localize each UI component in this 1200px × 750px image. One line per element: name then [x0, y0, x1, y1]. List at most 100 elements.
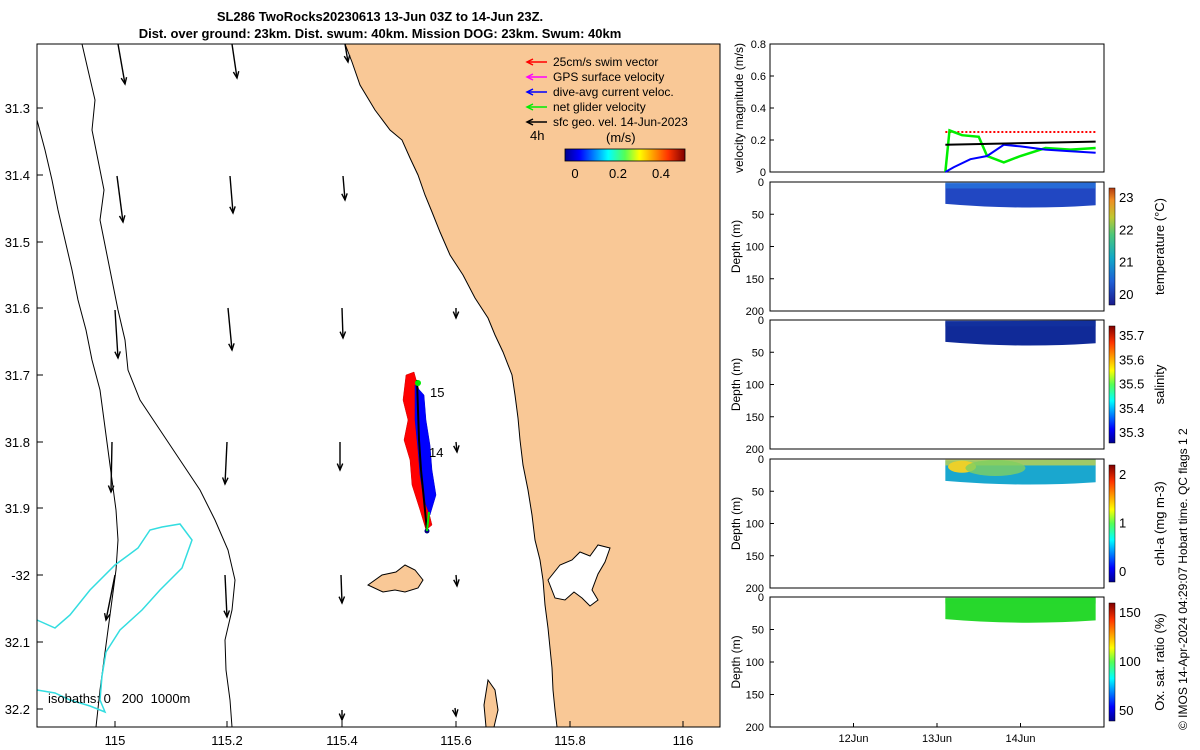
velocity-series-line [944, 128, 1096, 173]
time-step-label: 4h [530, 128, 544, 143]
lon-tick-label: 115.8 [554, 733, 586, 748]
isobaths-label: isobaths: 0 200 1000m [48, 691, 190, 706]
profile-colorbar-tick: 20 [1119, 287, 1133, 302]
velocity-ytick-label: 0 [760, 167, 766, 179]
profile-ytick-label: 50 [752, 209, 764, 221]
legend-swatch-head [525, 73, 534, 81]
current-arrow [341, 307, 344, 339]
colorbar-title: (m/s) [606, 130, 636, 145]
lat-tick-label: 32.2 [5, 702, 30, 717]
current-arrow [224, 574, 228, 618]
profile-ylabel: Depth (m) [729, 358, 743, 411]
profile-data-block [945, 182, 1096, 208]
current-arrow-head [453, 445, 460, 454]
profile-colorbar-tick: 100 [1119, 654, 1141, 669]
legend-swatch-head [525, 103, 534, 111]
profile-ytick-label: 100 [746, 242, 764, 254]
profile-ylabel: Depth (m) [729, 497, 743, 550]
lon-tick-label: 115.6 [440, 733, 472, 748]
current-arrow-head [343, 55, 351, 64]
profile-colorbar [1108, 187, 1116, 306]
profile-colorbar-tick: 35.5 [1119, 377, 1144, 392]
profile-colorbar-tick: 23 [1119, 190, 1133, 205]
profile-surface-layer [945, 597, 1096, 604]
time-tick-label: 14Jun [1006, 733, 1036, 745]
profile-ytick-label: 100 [746, 380, 764, 392]
lat-tick-label: 31.5 [5, 235, 30, 250]
current-arrow [110, 441, 113, 493]
map-frame [36, 43, 721, 728]
legend-label: 25cm/s swim vector [553, 55, 658, 69]
credit-text: © IMOS 14-Apr-2024 04:29:07 Hobart time.… [1176, 428, 1190, 730]
profile-ytick-label: 200 [746, 722, 764, 734]
lat-tick-label: 31.7 [5, 368, 30, 383]
speed-colorbar-tick: 0.4 [652, 166, 670, 181]
current-arrow-head [338, 596, 346, 605]
current-arrow-head [229, 206, 236, 215]
profile-ylabel: Depth (m) [729, 220, 743, 273]
coastline [344, 43, 558, 728]
profile-ytick-label: 150 [746, 412, 764, 424]
current-arrow [231, 43, 238, 79]
profile-ytick-label: 200 [746, 444, 764, 456]
velocity-ytick-label: 0.8 [751, 39, 766, 51]
profile-colorbar [1108, 325, 1116, 444]
profile-ytick-label: 100 [746, 657, 764, 669]
profile-ylabel: Depth (m) [729, 635, 743, 688]
current-arrow-head [338, 713, 346, 722]
profile-ytick-label: 50 [752, 347, 764, 359]
current-arrow-head [107, 485, 115, 494]
isobath-0m [36, 523, 193, 714]
current-arrow [105, 574, 116, 621]
profile-ytick-label: 0 [758, 315, 764, 327]
current-arrow-head [452, 311, 460, 320]
current-arrow [116, 175, 124, 223]
velocity-panel: 0 0.2 0.4 0.6 0.8 velocity magnitude (m/s) [732, 39, 1105, 179]
track-label-14: 14 [429, 445, 443, 460]
legend-swatch-head [525, 118, 534, 126]
current-arrow-head [221, 477, 229, 486]
current-arrow [344, 43, 349, 63]
velocity-series-line [945, 140, 1096, 146]
speed-colorbar [564, 148, 686, 162]
legend-label: GPS surface velocity [553, 70, 664, 84]
current-arrow-head [103, 613, 111, 622]
title-line-1: SL286 TwoRocks20230613 13-Jun 03Z to 14-… [216, 9, 544, 24]
profile-colorbar-tick: 35.4 [1119, 401, 1144, 416]
profile-colorbar-tick: 0 [1119, 564, 1126, 579]
lat-tick-label: -32 [11, 568, 30, 583]
current-arrow [227, 307, 233, 351]
lon-tick-label: 115.4 [326, 733, 358, 748]
profile-ytick-label: 50 [752, 486, 764, 498]
velocity-ylabel: velocity magnitude (m/s) [732, 43, 746, 173]
profile-data-fill [945, 182, 1096, 208]
legend-label: sfc geo. vel. 14-Jun-2023 [553, 115, 688, 129]
lon-tick-label: 115 [105, 733, 126, 748]
profile-colorbar-label: chl-a (mg m-3) [1152, 481, 1167, 566]
net-velocity-arrow [426, 511, 430, 532]
time-tick-label: 12Jun [839, 733, 869, 745]
profile-data-fill [945, 320, 1096, 346]
profile-ytick-label: 150 [746, 274, 764, 286]
current-arrow-head [341, 193, 348, 202]
lon-tick-label: 115.2 [211, 733, 243, 748]
profile-colorbar-label: Ox. sat. ratio (%) [1152, 613, 1167, 711]
profile-ytick-label: 200 [746, 583, 764, 595]
current-arrow-field [103, 43, 460, 722]
profile-colorbar-tick: 50 [1119, 703, 1133, 718]
profile-colorbar [1108, 602, 1116, 722]
current-arrow-head [451, 709, 459, 718]
profile-colorbar-tick: 35.6 [1119, 352, 1144, 367]
current-arrow [229, 175, 234, 214]
chl-patch [965, 460, 1026, 477]
current-arrow [455, 574, 458, 587]
current-arrow-head [336, 463, 344, 472]
profile-surface-layer [945, 182, 1096, 189]
velocity-axes [769, 43, 1105, 173]
current-arrow [117, 43, 126, 85]
current-arrow-head [232, 71, 240, 80]
profile-surface-layer [945, 320, 1096, 327]
profile-data-block [945, 597, 1096, 623]
